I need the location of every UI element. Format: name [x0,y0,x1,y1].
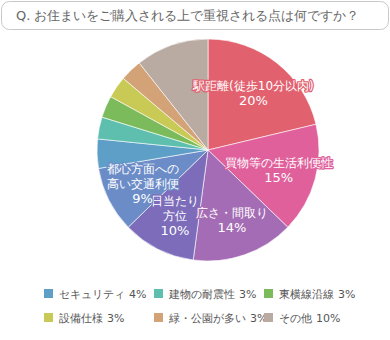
slice-label: 買物等の生活利便性15% [225,156,333,185]
slice-label-value: 9% [132,191,153,206]
legend-entry: 建物の耐震性 3% [168,288,256,301]
legend-value: 10% [316,312,340,325]
legend-swatch [264,289,273,298]
slice [99,150,208,227]
slice-label: 日当たり方位10% [151,194,199,238]
slice-label-value: 14% [218,220,247,235]
legend-swatch [154,289,163,298]
slice-label-value: 20% [239,93,268,108]
legend-swatch [264,313,273,322]
legend-swatch [154,313,163,322]
legend-name: セキュリティ [59,288,125,301]
chart: Q. お住まいをご購入される上で重視される点は何ですか？ 駅距離(徒歩10分以内)… [0,0,390,340]
legend-swatch [44,313,53,322]
title-box [2,2,389,30]
legend-entry: その他 10% [279,312,340,325]
slice-label-name: 広さ・間取り [196,206,268,220]
legend-entry: 設備仕様 3% [59,312,124,325]
legend-name: その他 [279,312,312,325]
legend-name: 緑・公園が多い [168,312,246,325]
legend: セキュリティ 4% 建物の耐震性 3% 東横線沿線 3% 設備仕様 3% 緑・公園が多い3% その… [44,288,355,325]
slice [139,39,208,150]
slice-label: 都心方面への高い交通利便9% [107,162,179,206]
slices [97,39,319,261]
legend-entry: 東横線沿線 3% [279,288,355,301]
legend-name: 設備仕様 [59,312,103,325]
legend-name: 建物の耐震性 [168,288,235,301]
slice-label-name: 都心方面への [107,162,179,176]
legend-swatch [44,289,53,298]
legend-value: 3% [107,312,124,325]
legend-entry: 緑・公園が多い3% [168,312,267,325]
legend-value: 4% [129,288,146,301]
slice-label-name: 買物等の生活利便性 [225,156,333,170]
slice-label-name: 高い交通利便 [107,177,179,191]
slice-label-value: 15% [264,170,293,185]
legend-entry: セキュリティ 4% [59,288,146,301]
title: Q. お住まいをご購入される上で重視される点は何ですか？ [16,8,360,23]
legend-value: 3% [338,288,355,301]
slice-label-name: 駅距離(徒歩10分以内) [192,79,314,93]
legend-value: 3% [239,288,256,301]
slice-label: 駅距離(徒歩10分以内)20% [192,79,314,108]
slice-label-value: 10% [161,223,190,238]
data-labels: 駅距離(徒歩10分以内)20%買物等の生活利便性15%広さ・間取り14%日当たり… [107,79,333,238]
slice-label-name: 方位 [163,209,187,223]
slice-label-name: 日当たり [151,194,199,208]
slice-label: 広さ・間取り14% [196,206,268,235]
legend-name: 東横線沿線 [279,288,334,301]
